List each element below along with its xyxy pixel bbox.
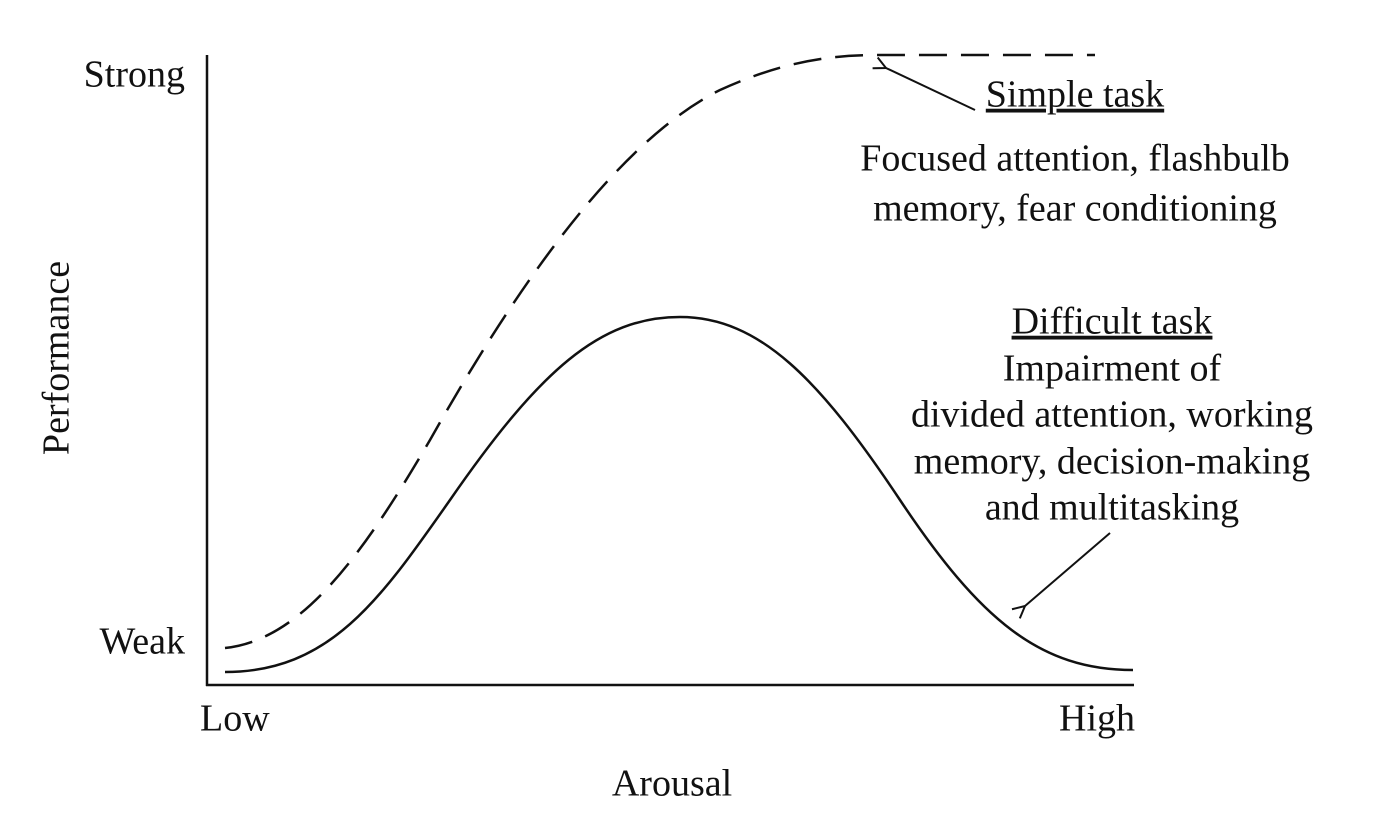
- difficult-task-curve: [224, 315, 1134, 674]
- y-axis-label: Performance: [36, 261, 78, 455]
- y-bottom-label: Weak: [99, 621, 185, 663]
- difficult-task-arrow: [1025, 532, 1111, 606]
- x-right-label: High: [1059, 698, 1135, 740]
- simple-task-line: Focused attention, flashbulb: [860, 138, 1290, 180]
- difficult-task-line: Impairment of: [1003, 348, 1222, 390]
- simple-task-curve: [224, 53, 1095, 650]
- simple-task-title: Simple task: [986, 74, 1164, 116]
- x-left-label: Low: [200, 698, 270, 740]
- simple-task-line: memory, fear conditioning: [873, 188, 1277, 230]
- difficult-task-line: divided attention, working: [911, 394, 1313, 436]
- simple-task-arrow: [886, 68, 976, 111]
- x-axis-label: Arousal: [612, 763, 732, 805]
- difficult-task-title: Difficult task: [1012, 301, 1213, 343]
- difficult-task-line: and multitasking: [985, 487, 1239, 529]
- y-top-label: Strong: [84, 54, 185, 96]
- difficult-task-line: memory, decision-making: [914, 441, 1310, 483]
